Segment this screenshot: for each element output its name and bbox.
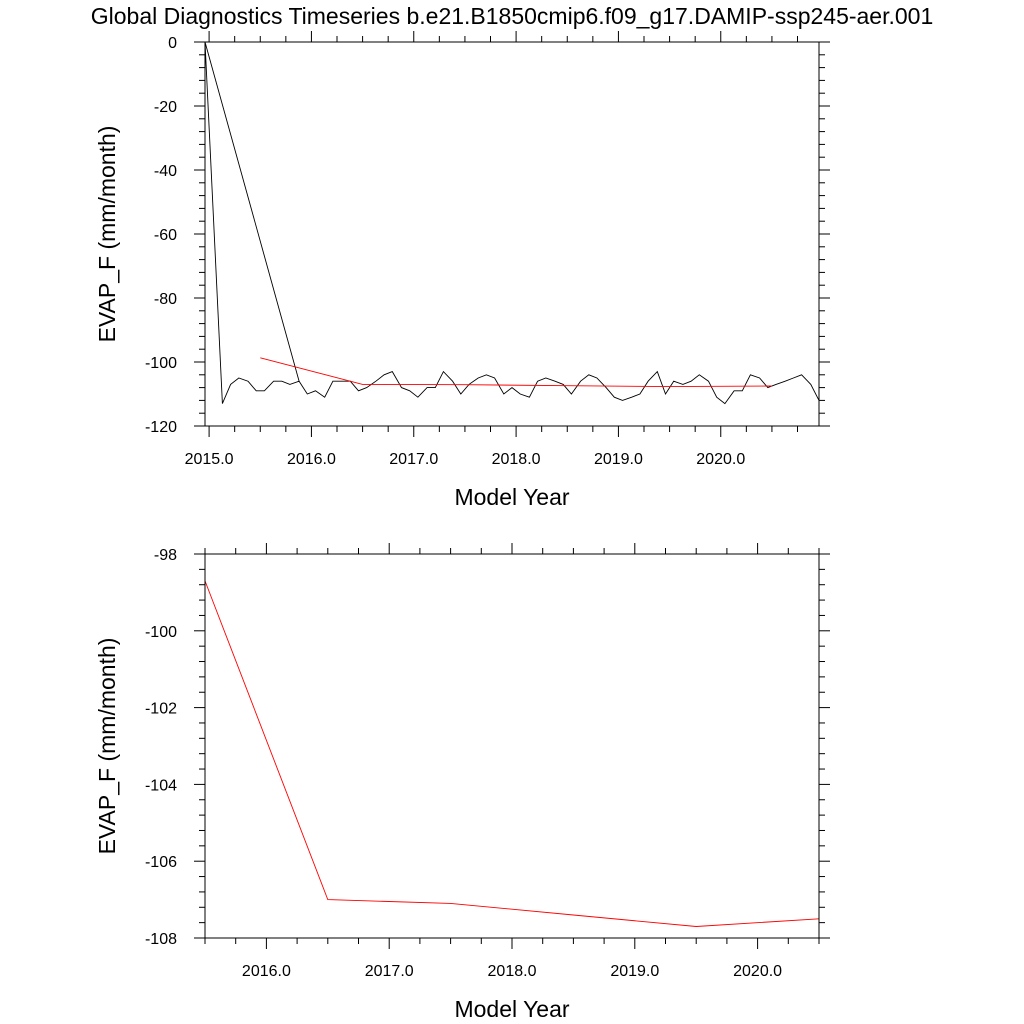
top-x-tick-label: 2015.0 xyxy=(185,451,234,468)
bottom-plot-frame xyxy=(204,553,820,939)
bottom-x-tick-label: 2016.0 xyxy=(242,963,291,980)
top-y-tick-label: -20 xyxy=(154,99,177,116)
top-y-tick-label: -60 xyxy=(154,227,177,244)
top-series-line-0 xyxy=(204,41,820,405)
top-y-tick-label: -120 xyxy=(145,419,177,436)
bottom-x-tick-label: 2017.0 xyxy=(365,963,414,980)
top-y-tick-label: -100 xyxy=(145,355,177,372)
bottom-y-tick-label: -104 xyxy=(145,777,177,794)
top-y-axis-title: EVAP_F (mm/month) xyxy=(94,126,120,343)
top-y-tick-label: -80 xyxy=(154,291,177,308)
bottom-x-axis-title: Model Year xyxy=(454,996,569,1022)
top-x-tick-label: 2018.0 xyxy=(492,451,541,468)
bottom-x-tick-label: 2019.0 xyxy=(610,963,659,980)
bottom-y-tick-label: -102 xyxy=(145,701,177,718)
figure-title: Global Diagnostics Timeseries b.e21.B185… xyxy=(91,3,934,29)
bottom-y-tick-label: -106 xyxy=(145,854,177,871)
top-panel: 2015.0 2016.0 2017.0 2018.0 2019.0 2020.0 0 -20… xyxy=(94,31,830,510)
top-x-axis-title: Model Year xyxy=(454,484,569,510)
bottom-y-tick-label: -108 xyxy=(145,931,177,948)
top-y-tick-label: 0 xyxy=(168,35,177,52)
top-x-tick-label: 2020.0 xyxy=(696,451,745,468)
top-x-tick-label: 2019.0 xyxy=(594,451,643,468)
bottom-y-tick-label: -100 xyxy=(145,624,177,641)
bottom-panel: 2016.0 2017.0 2018.0 2019.0 2020.0 -98 -100 -10… xyxy=(94,543,830,1022)
top-y-tick-label: -40 xyxy=(154,163,177,180)
bottom-x-tick-label: 2020.0 xyxy=(733,963,782,980)
bottom-series-line-0 xyxy=(204,580,820,927)
top-series-line-1 xyxy=(260,357,772,388)
bottom-x-tick-label: 2018.0 xyxy=(488,963,537,980)
bottom-y-axis-title: EVAP_F (mm/month) xyxy=(94,638,120,855)
top-plot-frame xyxy=(204,41,820,427)
top-x-tick-label: 2016.0 xyxy=(287,451,336,468)
top-x-tick-label: 2017.0 xyxy=(389,451,438,468)
bottom-y-tick-label: -98 xyxy=(154,547,177,564)
